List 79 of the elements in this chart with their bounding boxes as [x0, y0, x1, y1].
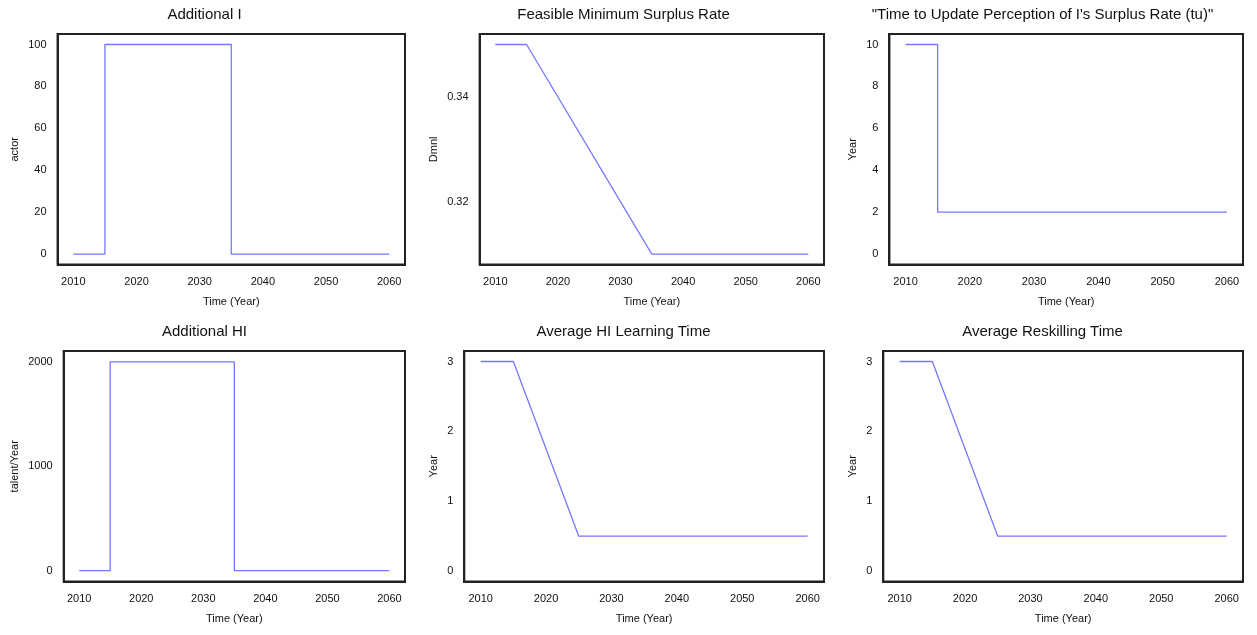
chart-title: Average Reskilling Time [962, 322, 1123, 340]
y-tick-label: 0 [447, 564, 454, 577]
x-tick-label: 2040 [670, 275, 696, 288]
x-tick-label: 2040 [1086, 275, 1111, 288]
x-tick-label: 2060 [377, 592, 402, 605]
y-tick-label: 6 [872, 121, 879, 134]
chart-title: "Time to Update Perception of I's Surplus Rate (tu)" [871, 5, 1214, 23]
y-tick-label: 2 [866, 424, 873, 437]
y-axis-title: Dmnl [426, 136, 439, 163]
x-tick-label: 2060 [795, 592, 820, 605]
x-tick-label: 2050 [315, 592, 340, 605]
y-tick-label: 0 [872, 247, 879, 260]
y-tick-label: 40 [34, 163, 47, 176]
x-tick-label: 2030 [1018, 592, 1043, 605]
y-axis-title: Year [426, 454, 439, 478]
y-tick-label: 2 [447, 424, 454, 437]
x-tick-label: 2010 [893, 275, 918, 288]
x-axis-title: Time (Year) [1034, 612, 1092, 625]
x-tick-label: 2030 [599, 592, 624, 605]
chart-title: Additional I [167, 5, 242, 23]
x-tick-label: 2020 [533, 592, 559, 605]
x-tick-label: 2040 [250, 275, 276, 288]
y-tick-label: 0 [40, 247, 47, 260]
y-tick-label: 80 [34, 79, 47, 92]
x-tick-label: 2050 [1149, 592, 1174, 605]
x-tick-label: 2030 [187, 275, 212, 288]
x-tick-label: 2040 [664, 592, 690, 605]
y-axis-title: Year [845, 454, 858, 478]
y-tick-label: 0.34 [447, 89, 469, 102]
x-tick-label: 2050 [730, 592, 755, 605]
x-tick-label: 2060 [376, 275, 402, 288]
x-tick-label: 2060 [1214, 275, 1240, 288]
x-tick-label: 2060 [796, 275, 821, 288]
y-tick-label: 100 [28, 37, 47, 50]
x-tick-label: 2050 [733, 275, 758, 288]
y-tick-label: 1 [866, 494, 873, 507]
y-tick-label: 2000 [28, 354, 53, 367]
x-tick-label: 2030 [1021, 275, 1047, 288]
y-tick-label: 3 [866, 354, 873, 367]
x-axis-title: Time (Year) [615, 612, 673, 625]
x-axis-title: Time (Year) [202, 295, 260, 308]
x-tick-label: 2040 [1083, 592, 1109, 605]
x-tick-label: 2050 [313, 275, 339, 288]
y-axis-title: actor [7, 136, 20, 162]
x-tick-label: 2050 [1150, 275, 1175, 288]
x-tick-label: 2010 [61, 275, 86, 288]
x-tick-label: 2010 [483, 275, 508, 288]
y-tick-label: 8 [872, 79, 879, 92]
y-tick-label: 0.32 [447, 194, 469, 207]
chart-title: Average HI Learning Time [536, 322, 711, 340]
y-tick-label: 3 [447, 354, 454, 367]
x-axis-title: Time (Year) [1037, 295, 1095, 308]
y-tick-label: 10 [866, 37, 879, 50]
x-tick-label: 2030 [191, 592, 216, 605]
y-tick-label: 20 [34, 205, 47, 218]
x-tick-label: 2030 [608, 275, 633, 288]
x-tick-label: 2020 [957, 275, 983, 288]
y-tick-label: 1000 [28, 459, 53, 472]
y-tick-label: 60 [34, 121, 47, 134]
y-axis-title: Year [845, 137, 858, 161]
x-axis-title: Time (Year) [623, 295, 681, 308]
y-tick-label: 0 [46, 563, 53, 576]
y-tick-label: 1 [447, 494, 454, 507]
chart-title: Feasible Minimum Surplus Rate [517, 5, 730, 23]
x-tick-label: 2020 [129, 592, 154, 605]
chart-title: Additional HI [161, 322, 248, 340]
x-tick-label: 2020 [124, 275, 149, 288]
x-tick-label: 2010 [887, 592, 912, 605]
y-tick-label: 4 [872, 163, 879, 176]
y-axis-title: talent/Year [7, 439, 20, 493]
x-tick-label: 2020 [545, 275, 571, 288]
y-tick-label: 2 [872, 205, 879, 218]
x-tick-label: 2040 [253, 592, 278, 605]
x-axis-title: Time (Year) [206, 612, 263, 625]
y-tick-label: 0 [866, 564, 873, 577]
x-tick-label: 2010 [468, 592, 493, 605]
x-tick-label: 2020 [952, 592, 978, 605]
x-tick-label: 2010 [66, 592, 92, 605]
x-tick-label: 2060 [1214, 592, 1239, 605]
